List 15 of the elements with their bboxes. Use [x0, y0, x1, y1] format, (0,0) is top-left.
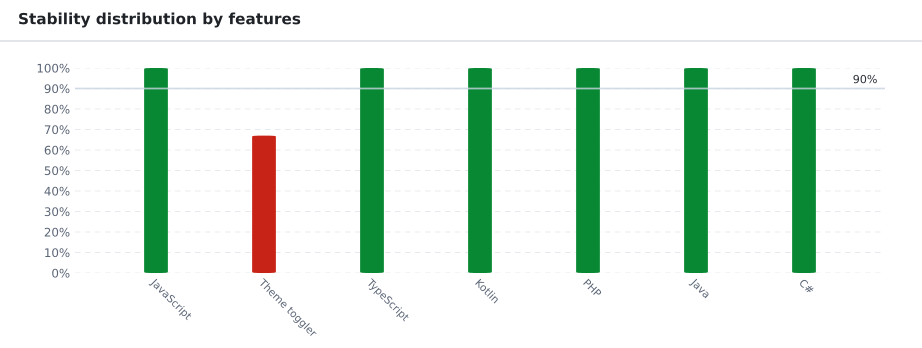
chart-title: Stability distribution by features	[19, 12, 300, 28]
y-tick-label: 20%	[44, 228, 70, 237]
y-tick-label: 10%	[45, 248, 70, 258]
y-tick-label: 90%	[44, 84, 70, 94]
y-tick-label: 100%	[38, 64, 70, 73]
x-tick-label: C#	[798, 278, 815, 294]
y-tick-label: 80%	[44, 104, 70, 114]
ref-line-label: 90%	[853, 74, 877, 84]
y-tick-label: 40%	[44, 186, 70, 196]
y-tick-label: 60%	[44, 146, 70, 155]
x-tick-label: PHP	[583, 278, 602, 298]
y-tick-label: 50%	[44, 166, 70, 176]
y-tick-label: 30%	[44, 207, 70, 216]
y-tick-label: 0%	[52, 268, 70, 278]
y-tick-label: 70%	[44, 125, 70, 134]
